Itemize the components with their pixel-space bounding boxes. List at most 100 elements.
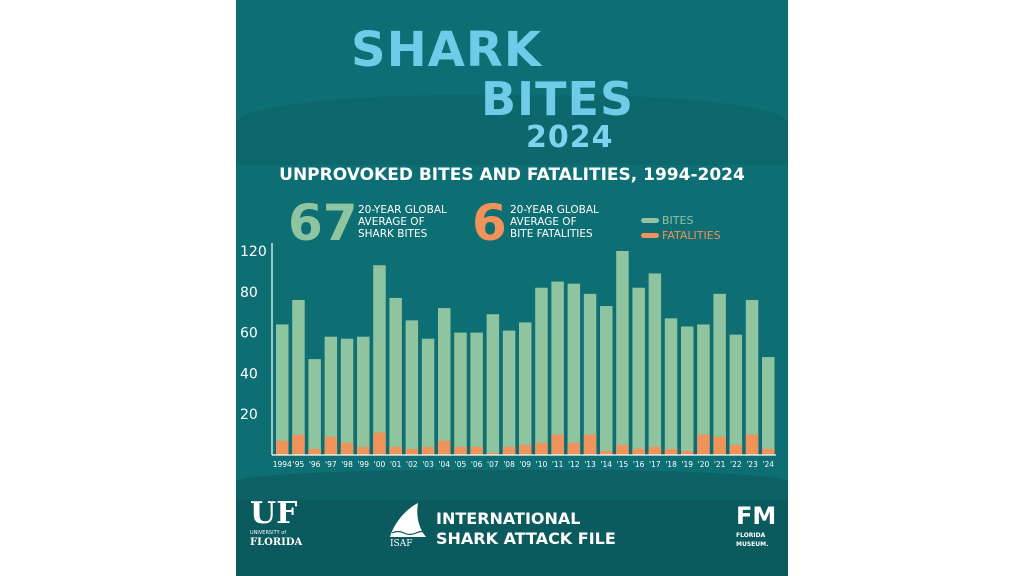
bar-fatalities	[648, 446, 662, 455]
bar-bites	[373, 265, 386, 455]
bar-bites	[600, 306, 613, 455]
bar-fatalities	[470, 446, 483, 455]
bar-bites	[729, 334, 743, 455]
y-tick-label: 120	[240, 244, 267, 260]
x-tick-label: '14	[600, 460, 612, 469]
bar-fatalities	[664, 448, 678, 455]
bar-bites	[583, 293, 597, 455]
fatalities-average: 6	[472, 194, 507, 252]
x-tick-label: '02	[406, 460, 418, 469]
label-line: 20-YEAR GLOBAL	[510, 204, 599, 216]
bar-fatalities	[373, 432, 386, 455]
isaf-line2: SHARK ATTACK FILE	[436, 529, 616, 548]
bites-average: 67	[288, 194, 358, 252]
bar-fatalities	[324, 436, 338, 455]
isaf-abbr: ISAF	[390, 539, 413, 549]
bites-average-label: 20-YEAR GLOBAL AVERAGE OF SHARK BITES	[358, 204, 447, 240]
x-tick-label: '16	[633, 460, 645, 469]
x-tick-label: '04	[438, 460, 450, 469]
bar-bites	[308, 359, 321, 455]
bar-fatalities	[551, 434, 564, 455]
label-line: AVERAGE OF	[358, 216, 425, 228]
bar-fatalities	[308, 448, 321, 455]
bar-bites	[632, 287, 645, 455]
legend-fatalities: FATALITIES	[641, 229, 721, 242]
x-tick-label: '11	[552, 460, 564, 469]
bar-bites	[519, 322, 532, 455]
x-tick-label: '17	[649, 460, 661, 469]
bar-bites	[340, 338, 354, 455]
bar-fatalities	[697, 434, 710, 455]
bar-fatalities	[438, 440, 451, 455]
bar-fatalities	[292, 434, 305, 455]
bar-bites	[438, 308, 451, 455]
bar-fatalities	[486, 452, 500, 455]
bar-bites	[616, 251, 629, 455]
x-tick-label: '07	[487, 460, 499, 469]
x-tick-label: '01	[390, 460, 402, 469]
bar-fatalities	[357, 446, 370, 455]
x-tick-label: '13	[584, 460, 596, 469]
bar-bites	[535, 287, 548, 455]
x-tick-label: '98	[341, 460, 353, 469]
x-tick-label: '00	[374, 460, 386, 469]
bar-bites	[551, 281, 564, 455]
bar-bites	[486, 314, 500, 455]
x-tick-label: 1994	[273, 460, 292, 469]
x-tick-label: '95	[293, 460, 305, 469]
bar-fatalities	[535, 442, 548, 455]
fm-line1: FLORIDA	[736, 532, 766, 539]
x-tick-label: '09	[519, 460, 531, 469]
bar-fatalities	[567, 442, 581, 455]
fatalities-average-label: 20-YEAR GLOBAL AVERAGE OF BITE FATALITIE…	[510, 204, 599, 240]
bar-fatalities	[713, 436, 726, 455]
reef-silhouette	[236, 95, 788, 165]
x-tick-label: '24	[762, 460, 774, 469]
label-line: BITE FATALITIES	[510, 228, 593, 240]
isaf-line1: INTERNATIONAL	[436, 509, 581, 528]
bar-bites	[454, 332, 467, 455]
reef-silhouette-bottom	[236, 470, 788, 500]
footer-band	[236, 490, 788, 576]
bar-chart: 1994'95 '96 '97 '98 '99 '00 '01 '02 '03 '04 '05 '06…	[240, 243, 776, 469]
bar-bites	[745, 299, 759, 455]
legend-swatch	[641, 218, 659, 223]
bar-fatalities	[600, 450, 613, 455]
bar-fatalities	[632, 448, 645, 455]
x-tick-label: '99	[357, 460, 369, 469]
label-line: AVERAGE OF	[510, 216, 577, 228]
x-tick-label: '10	[536, 460, 548, 469]
bar-fatalities	[616, 444, 629, 455]
bar-bites	[389, 297, 402, 455]
x-tick-label: '21	[714, 460, 726, 469]
bar-bites	[713, 293, 726, 455]
x-tick-label: '96	[309, 460, 321, 469]
bar-fatalities	[681, 450, 694, 455]
bar-bites	[324, 336, 338, 455]
florida-museum-logo: FM	[736, 502, 777, 530]
bar-bites	[762, 357, 775, 455]
y-tick-label: 80	[240, 285, 258, 301]
bar-bites	[648, 273, 662, 455]
label-line: SHARK BITES	[358, 228, 428, 240]
x-tick-label: '03	[422, 460, 434, 469]
uf-name: FLORIDA	[250, 537, 303, 548]
bar-fatalities	[276, 440, 289, 455]
bar-bites	[276, 324, 289, 455]
x-tick-label: '20	[698, 460, 710, 469]
bar-fatalities	[519, 444, 532, 455]
x-tick-label: '18	[665, 460, 677, 469]
bar-bites	[470, 332, 483, 455]
title-shark: SHARK	[351, 22, 543, 78]
y-tick-label: 40	[240, 366, 258, 382]
bar-bites	[292, 299, 305, 455]
x-tick-label: '08	[503, 460, 515, 469]
legend-bites: BITES	[641, 214, 693, 227]
bar-fatalities	[729, 444, 743, 455]
x-tick-label: '22	[730, 460, 742, 469]
bar-fatalities	[421, 446, 435, 455]
y-tick-label: 20	[240, 407, 258, 423]
x-tick-label: '23	[746, 460, 758, 469]
bar-fatalities	[583, 434, 597, 455]
y-tick-label: 60	[240, 326, 258, 342]
